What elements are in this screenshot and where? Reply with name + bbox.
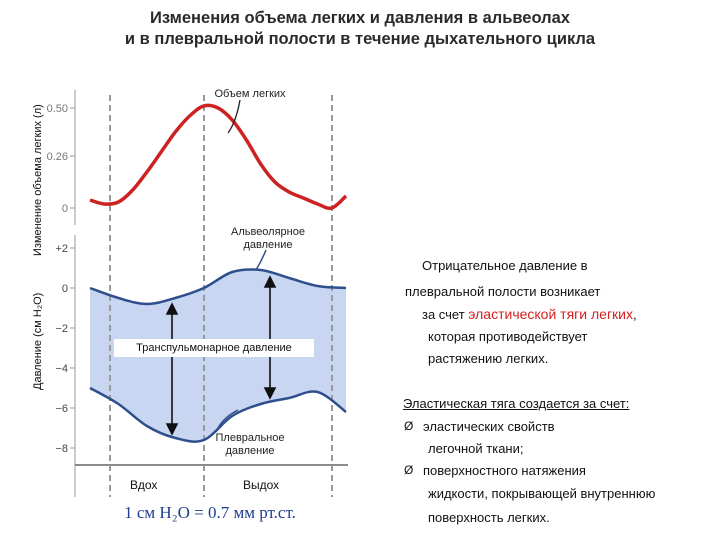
volume-pointer [227,99,241,134]
elastic-recoil-heading: Эластическая тяга создается за счет: [403,396,630,411]
pleural-pointer [215,409,239,433]
volume-tick-label: 0 [62,203,68,215]
pressure-tick-label: −2 [55,323,68,335]
alveolar-pressure-label: Альвеолярное давление [218,226,318,252]
explanation-line-3-comma: , [633,307,637,322]
pressure-tick-label: −8 [55,443,68,455]
pressure-tick-label: −6 [55,403,68,415]
alveolar-label-line-2: давление [243,239,293,251]
explanation-line-4: которая противодействует [428,329,588,344]
alveolar-label-line-1: Альвеолярное [230,226,305,238]
transpulmonary-label: Транспульмонарное давление [114,339,314,357]
inhale-label: Вдох [130,478,158,492]
pleural-label-line-1: Плевральное [215,432,285,444]
lung-volume-label: Объем легких [214,88,286,100]
pressure-y-axis-label: Давление (см H₂O) [32,292,44,390]
transpulmonary-arrow-left [165,302,179,436]
pressure-tick-label: 0 [62,283,68,295]
elastic-recoil-highlight: эластической тяги легких [468,306,633,322]
lung-volume-curve [89,103,348,211]
bullet-2-line-1: поверхностного натяжения [423,463,586,478]
pleural-label-line-2: давление [225,445,275,457]
explanation-line-3: за счет эластической тяги легких, [422,306,637,322]
explanation-line-5: растяжению легких. [428,351,549,366]
title-line-1: Изменения объема легких и давления в аль… [150,9,570,27]
exhale-label: Выдох [243,478,280,492]
pressure-tick-label: +2 [55,243,68,255]
volume-y-axis-label: Изменение объема легких (л) [32,104,44,256]
explanation-line-2: плевральной полости возникает [405,284,601,299]
pleural-pressure-label: Плевральное давление [200,432,300,458]
volume-tick-label: 0.26 [47,151,68,163]
explanation-line-3-start: за счет [422,307,469,322]
bullet-arrow-icon: Ø [404,419,414,433]
alveolar-pressure-curve [89,268,347,306]
pressure-ticks: +2 0 −2 −4 −6 −8 [55,243,75,455]
explanation-line-1: Отрицательное давление в [422,258,588,273]
bullet-2-line-2: жидкости, покрывающей внутреннюю [428,486,656,501]
bullet-1-line-2: легочной ткани; [428,441,524,456]
volume-ticks: 0.50 0.26 0 [47,103,75,215]
bullet-1-line-1: эластических свойств [423,419,555,434]
transpulmonary-arrow-right [263,275,277,400]
page-title: Изменения объема легких и давления в аль… [0,8,720,50]
bullet-arrow-icon: Ø [404,463,414,477]
unit-conversion-note: 1 см H₂O = 0.7 мм рт.ст. [124,503,296,522]
volume-tick-label: 0.50 [47,103,68,115]
alveolar-pointer [255,249,267,271]
bullet-2-line-3: поверхность легких. [428,510,550,525]
title-line-2: и в плевральной полости в течение дыхате… [124,30,596,48]
pressure-tick-label: −4 [55,363,68,375]
